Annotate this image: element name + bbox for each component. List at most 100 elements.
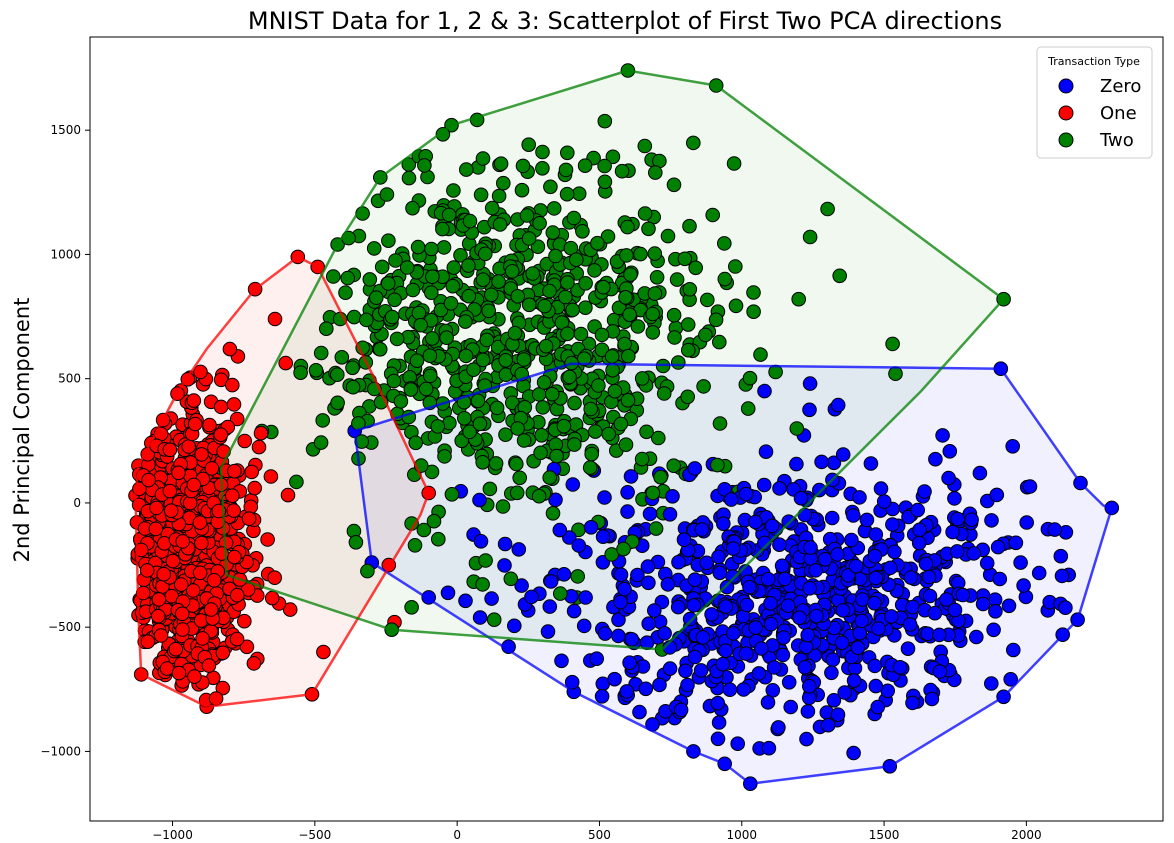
point-one (215, 645, 231, 661)
point-two (338, 285, 353, 301)
point-two (444, 487, 460, 502)
point-zero (902, 617, 918, 632)
point-two (558, 289, 573, 305)
point-two (491, 274, 506, 289)
point-zero (1022, 479, 1038, 494)
point-two (489, 400, 505, 416)
point-zero (868, 527, 884, 542)
point-two (708, 312, 724, 328)
point-zero (760, 571, 776, 587)
point-zero (852, 490, 867, 505)
point-zero (440, 585, 456, 601)
point-two (618, 437, 634, 453)
point-zero (611, 628, 626, 644)
point-two (388, 253, 403, 268)
point-two (583, 401, 599, 417)
point-two (637, 206, 653, 221)
point-two (430, 419, 446, 434)
point-zero (652, 677, 667, 693)
point-two (820, 201, 835, 217)
point-zero (687, 649, 703, 665)
point-two (637, 138, 653, 154)
point-one (204, 461, 220, 476)
point-two (481, 303, 497, 319)
point-two (582, 460, 598, 475)
point-zero (797, 660, 813, 675)
point-zero (757, 535, 772, 551)
point-one (278, 355, 294, 371)
point-one (175, 622, 190, 637)
point-two (696, 379, 711, 394)
point-two (567, 395, 582, 411)
point-zero (751, 666, 767, 681)
point-zero (846, 508, 861, 523)
point-one (195, 631, 210, 646)
point-two (360, 563, 375, 579)
point-zero (887, 544, 902, 560)
point-zero (571, 538, 587, 553)
point-one (171, 465, 186, 481)
point-two (405, 200, 420, 216)
point-two (888, 366, 903, 382)
point-zero (742, 579, 757, 595)
point-two (493, 156, 509, 171)
point-zero (812, 482, 827, 498)
point-one (316, 644, 331, 660)
point-two (538, 338, 554, 354)
point-one (208, 691, 224, 706)
point-two (832, 268, 848, 284)
point-two (381, 233, 396, 248)
point-two (700, 292, 715, 308)
point-two (597, 174, 613, 190)
point-one (237, 433, 252, 449)
point-zero (802, 376, 818, 391)
point-two (413, 317, 429, 333)
point-zero (514, 578, 529, 593)
point-zero (613, 567, 629, 583)
point-two (516, 433, 532, 448)
point-zero (647, 603, 662, 618)
point-two (519, 208, 535, 223)
point-zero (723, 492, 739, 507)
point-two (653, 469, 668, 485)
point-two (308, 363, 324, 378)
point-two (620, 219, 635, 235)
point-zero (775, 647, 791, 663)
point-two (543, 179, 558, 195)
point-two (490, 339, 506, 355)
point-zero (802, 402, 817, 418)
point-one (227, 549, 242, 565)
point-two (584, 446, 600, 462)
point-two (459, 162, 474, 177)
point-zero (975, 596, 991, 612)
point-zero (979, 555, 995, 571)
point-two (605, 149, 621, 165)
point-two (437, 449, 452, 464)
point-two (475, 352, 491, 368)
point-zero (1001, 598, 1017, 614)
legend-marker-two (1058, 132, 1074, 148)
point-zero (1019, 515, 1034, 530)
point-two (545, 506, 561, 521)
point-two (680, 389, 696, 405)
point-one (135, 585, 151, 601)
point-two (334, 350, 350, 365)
point-two (590, 235, 605, 251)
point-two (475, 151, 491, 166)
point-zero (817, 552, 833, 567)
point-two (613, 416, 629, 432)
point-zero (760, 695, 776, 710)
legend-items: Zero One Two (1058, 76, 1141, 151)
point-two (546, 201, 562, 216)
point-zero (1003, 672, 1019, 687)
point-zero (803, 540, 818, 555)
point-two (405, 282, 421, 298)
point-zero (766, 660, 782, 675)
point-zero (497, 536, 513, 552)
point-two (560, 145, 575, 161)
point-two (611, 300, 627, 316)
point-two (289, 474, 304, 490)
point-zero (966, 546, 982, 561)
point-two (393, 394, 409, 409)
